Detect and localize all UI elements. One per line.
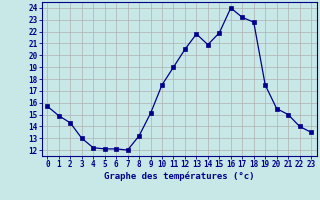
X-axis label: Graphe des températures (°c): Graphe des températures (°c) [104, 172, 254, 181]
